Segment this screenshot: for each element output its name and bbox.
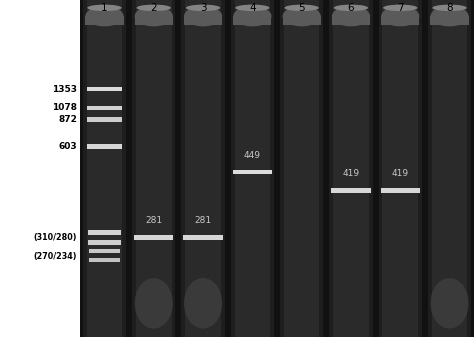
Ellipse shape bbox=[184, 278, 222, 329]
Bar bbox=[80, 0, 474, 337]
Ellipse shape bbox=[235, 5, 270, 11]
Text: 872: 872 bbox=[58, 115, 77, 124]
Bar bbox=[87, 87, 122, 91]
Ellipse shape bbox=[87, 5, 122, 11]
Text: 8: 8 bbox=[446, 3, 453, 13]
Bar bbox=[379, 0, 422, 337]
Bar bbox=[329, 0, 373, 337]
Bar bbox=[135, 16, 173, 25]
Bar bbox=[183, 235, 223, 240]
Ellipse shape bbox=[430, 6, 469, 26]
Ellipse shape bbox=[186, 5, 220, 11]
Bar bbox=[333, 0, 369, 337]
Bar bbox=[231, 0, 274, 337]
Bar bbox=[134, 235, 173, 240]
Ellipse shape bbox=[432, 5, 467, 11]
Ellipse shape bbox=[85, 6, 124, 26]
Bar bbox=[85, 16, 124, 25]
Bar bbox=[235, 0, 270, 337]
Ellipse shape bbox=[383, 5, 418, 11]
Ellipse shape bbox=[184, 6, 222, 26]
Bar bbox=[432, 0, 467, 337]
Bar bbox=[184, 16, 222, 25]
Bar bbox=[87, 117, 122, 122]
Ellipse shape bbox=[332, 6, 370, 26]
Ellipse shape bbox=[381, 6, 419, 26]
Text: 6: 6 bbox=[347, 3, 354, 13]
Ellipse shape bbox=[137, 5, 171, 11]
Bar bbox=[283, 16, 321, 25]
Bar bbox=[430, 16, 469, 25]
Text: 4: 4 bbox=[249, 3, 255, 13]
Ellipse shape bbox=[135, 278, 173, 329]
Bar bbox=[83, 0, 126, 337]
Text: 281: 281 bbox=[145, 216, 162, 225]
Bar bbox=[233, 170, 272, 174]
Bar bbox=[88, 231, 121, 235]
Text: 1353: 1353 bbox=[52, 85, 77, 94]
Ellipse shape bbox=[334, 5, 368, 11]
Text: 7: 7 bbox=[397, 3, 403, 13]
Text: 3: 3 bbox=[200, 3, 206, 13]
Bar bbox=[87, 105, 122, 110]
Bar bbox=[185, 0, 221, 337]
Bar bbox=[87, 144, 122, 149]
Text: 5: 5 bbox=[298, 3, 305, 13]
Text: (270/234): (270/234) bbox=[34, 252, 77, 261]
Bar bbox=[381, 188, 420, 193]
Text: 1078: 1078 bbox=[52, 103, 77, 112]
Bar bbox=[331, 188, 371, 193]
Text: 281: 281 bbox=[194, 216, 211, 225]
Bar bbox=[284, 0, 319, 337]
Bar bbox=[89, 258, 120, 262]
Text: 449: 449 bbox=[244, 151, 261, 160]
Bar bbox=[87, 0, 122, 337]
Bar bbox=[381, 16, 419, 25]
Bar bbox=[89, 249, 120, 253]
Ellipse shape bbox=[284, 5, 319, 11]
Text: 2: 2 bbox=[150, 3, 157, 13]
Ellipse shape bbox=[233, 6, 272, 26]
Bar bbox=[88, 241, 121, 245]
Bar bbox=[136, 0, 172, 337]
Bar bbox=[233, 16, 272, 25]
Text: 603: 603 bbox=[59, 142, 77, 151]
Bar bbox=[280, 0, 323, 337]
Bar bbox=[132, 0, 175, 337]
Bar bbox=[383, 0, 418, 337]
Text: 419: 419 bbox=[392, 169, 409, 178]
Ellipse shape bbox=[283, 6, 321, 26]
Text: 1: 1 bbox=[101, 3, 108, 13]
Bar bbox=[182, 0, 225, 337]
Bar bbox=[332, 16, 370, 25]
Ellipse shape bbox=[430, 278, 469, 329]
Bar bbox=[428, 0, 471, 337]
Text: 419: 419 bbox=[342, 169, 359, 178]
Ellipse shape bbox=[135, 6, 173, 26]
Text: (310/280): (310/280) bbox=[34, 233, 77, 242]
